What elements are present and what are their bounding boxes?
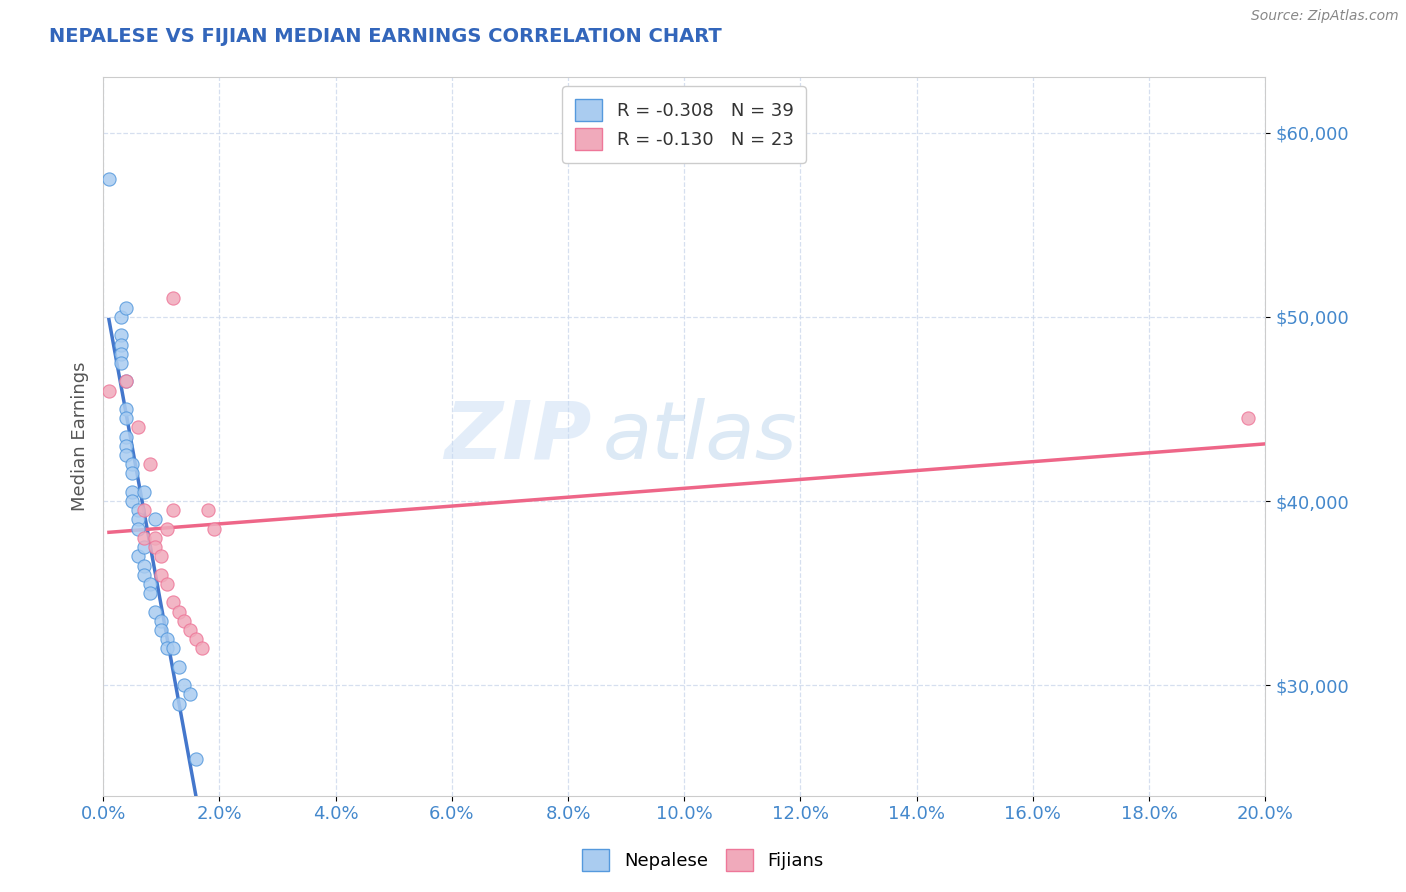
- Point: [127, 549, 149, 564]
- Point: [1237, 411, 1260, 425]
- Point: [173, 614, 195, 628]
- Point: [97, 171, 120, 186]
- Point: [162, 641, 184, 656]
- Point: [132, 567, 155, 582]
- Point: [110, 310, 132, 324]
- Point: [162, 292, 184, 306]
- Point: [115, 411, 138, 425]
- Point: [132, 531, 155, 545]
- Point: [145, 605, 167, 619]
- Point: [138, 577, 160, 591]
- Point: [150, 567, 173, 582]
- Point: [97, 384, 120, 398]
- Point: [110, 337, 132, 351]
- Point: [150, 549, 173, 564]
- Point: [115, 301, 138, 315]
- Text: ZIP: ZIP: [444, 398, 592, 475]
- Point: [115, 375, 138, 389]
- Point: [191, 641, 214, 656]
- Point: [179, 688, 201, 702]
- Point: [184, 752, 207, 766]
- Y-axis label: Median Earnings: Median Earnings: [72, 362, 89, 511]
- Point: [132, 484, 155, 499]
- Point: [167, 605, 190, 619]
- Point: [150, 623, 173, 637]
- Point: [162, 595, 184, 609]
- Point: [115, 429, 138, 443]
- Point: [167, 660, 190, 674]
- Text: atlas: atlas: [603, 398, 797, 475]
- Point: [115, 439, 138, 453]
- Point: [115, 401, 138, 416]
- Legend: R = -0.308   N = 39, R = -0.130   N = 23: R = -0.308 N = 39, R = -0.130 N = 23: [562, 87, 806, 163]
- Point: [121, 484, 143, 499]
- Point: [132, 540, 155, 554]
- Point: [127, 503, 149, 517]
- Point: [115, 448, 138, 462]
- Point: [156, 632, 179, 647]
- Point: [127, 522, 149, 536]
- Point: [110, 356, 132, 370]
- Point: [121, 457, 143, 471]
- Legend: Nepalese, Fijians: Nepalese, Fijians: [575, 842, 831, 879]
- Point: [150, 614, 173, 628]
- Text: Source: ZipAtlas.com: Source: ZipAtlas.com: [1251, 9, 1399, 23]
- Point: [156, 641, 179, 656]
- Point: [127, 420, 149, 434]
- Point: [121, 467, 143, 481]
- Point: [145, 540, 167, 554]
- Point: [184, 632, 207, 647]
- Point: [121, 494, 143, 508]
- Point: [115, 375, 138, 389]
- Point: [156, 522, 179, 536]
- Point: [127, 512, 149, 526]
- Point: [138, 457, 160, 471]
- Point: [179, 623, 201, 637]
- Point: [197, 503, 219, 517]
- Point: [167, 697, 190, 711]
- Point: [138, 586, 160, 600]
- Point: [173, 678, 195, 692]
- Point: [110, 347, 132, 361]
- Point: [132, 558, 155, 573]
- Point: [162, 503, 184, 517]
- Point: [132, 503, 155, 517]
- Point: [202, 522, 225, 536]
- Point: [145, 531, 167, 545]
- Point: [156, 577, 179, 591]
- Point: [145, 512, 167, 526]
- Point: [110, 328, 132, 343]
- Text: NEPALESE VS FIJIAN MEDIAN EARNINGS CORRELATION CHART: NEPALESE VS FIJIAN MEDIAN EARNINGS CORRE…: [49, 27, 721, 45]
